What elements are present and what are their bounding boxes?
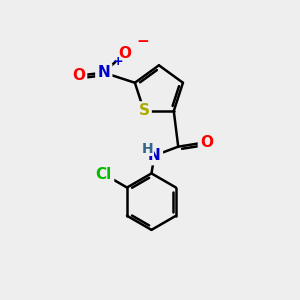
Text: H: H xyxy=(142,142,154,156)
Text: O: O xyxy=(118,46,131,61)
Text: S: S xyxy=(139,103,150,118)
Text: N: N xyxy=(148,148,161,163)
Text: N: N xyxy=(98,65,110,80)
Text: +: + xyxy=(113,55,123,68)
Text: Cl: Cl xyxy=(96,167,112,182)
Text: O: O xyxy=(200,135,213,150)
Text: O: O xyxy=(72,68,85,83)
Text: −: − xyxy=(136,34,148,49)
